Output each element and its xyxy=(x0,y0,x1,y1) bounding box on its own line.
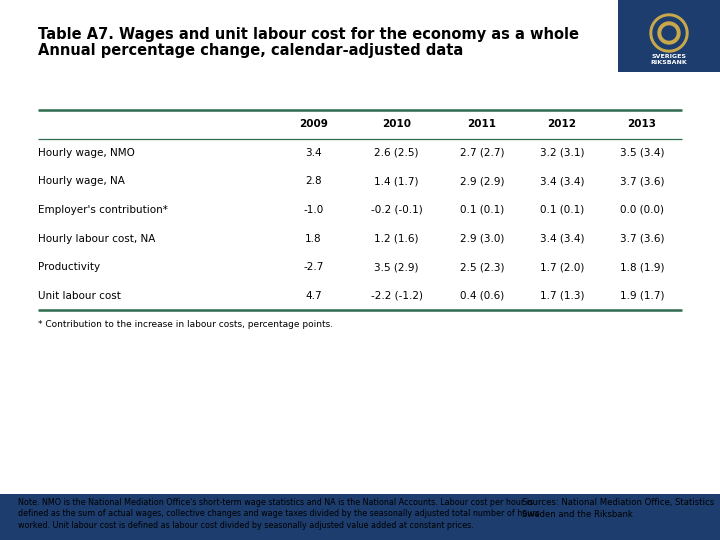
Text: 4.7: 4.7 xyxy=(305,291,322,301)
Text: 2010: 2010 xyxy=(382,119,411,129)
Text: 2013: 2013 xyxy=(627,119,657,129)
Text: Table A7. Wages and unit labour cost for the economy as a whole: Table A7. Wages and unit labour cost for… xyxy=(38,27,579,42)
Text: Employer's contribution*: Employer's contribution* xyxy=(38,205,168,215)
Text: 3.5 (2.9): 3.5 (2.9) xyxy=(374,262,419,272)
Text: 3.2 (3.1): 3.2 (3.1) xyxy=(539,148,584,158)
Text: -0.2 (-0.1): -0.2 (-0.1) xyxy=(371,205,423,215)
Text: 0.1 (0.1): 0.1 (0.1) xyxy=(540,205,584,215)
Text: Note. NMO is the National Mediation Office's short-term wage statistics and NA i: Note. NMO is the National Mediation Offi… xyxy=(18,498,540,530)
Text: 0.4 (0.6): 0.4 (0.6) xyxy=(459,291,504,301)
Text: 3.7 (3.6): 3.7 (3.6) xyxy=(620,177,665,186)
Text: 2.9 (2.9): 2.9 (2.9) xyxy=(459,177,504,186)
Text: SVERIGES: SVERIGES xyxy=(652,55,686,59)
Text: Sources: National Mediation Office, Statistics
Sweden and the Riksbank: Sources: National Mediation Office, Stat… xyxy=(522,498,714,519)
Text: -2.2 (-1.2): -2.2 (-1.2) xyxy=(371,291,423,301)
Text: 3.5 (3.4): 3.5 (3.4) xyxy=(620,148,665,158)
Text: 0.1 (0.1): 0.1 (0.1) xyxy=(459,205,504,215)
Text: 3.4 (3.4): 3.4 (3.4) xyxy=(539,234,584,244)
Polygon shape xyxy=(662,26,676,40)
Text: Productivity: Productivity xyxy=(38,262,100,272)
Text: Annual percentage change, calendar-adjusted data: Annual percentage change, calendar-adjus… xyxy=(38,43,463,58)
Text: Unit labour cost: Unit labour cost xyxy=(38,291,121,301)
Text: 3.7 (3.6): 3.7 (3.6) xyxy=(620,234,665,244)
Polygon shape xyxy=(658,22,680,44)
Text: 2011: 2011 xyxy=(467,119,496,129)
Text: 3.4: 3.4 xyxy=(305,148,322,158)
Text: 2.6 (2.5): 2.6 (2.5) xyxy=(374,148,419,158)
Text: 2.8: 2.8 xyxy=(305,177,322,186)
Text: 2012: 2012 xyxy=(547,119,577,129)
Bar xyxy=(0,494,720,540)
Text: 2.9 (3.0): 2.9 (3.0) xyxy=(459,234,504,244)
Text: 2009: 2009 xyxy=(299,119,328,129)
Bar xyxy=(618,0,720,72)
Text: 1.8 (1.9): 1.8 (1.9) xyxy=(620,262,665,272)
Text: -1.0: -1.0 xyxy=(303,205,323,215)
Text: -2.7: -2.7 xyxy=(303,262,323,272)
Text: 2.5 (2.3): 2.5 (2.3) xyxy=(459,262,504,272)
Text: Hourly labour cost, NA: Hourly labour cost, NA xyxy=(38,234,156,244)
Text: 1.8: 1.8 xyxy=(305,234,322,244)
Text: 1.2 (1.6): 1.2 (1.6) xyxy=(374,234,419,244)
Text: Hourly wage, NA: Hourly wage, NA xyxy=(38,177,125,186)
Text: 1.4 (1.7): 1.4 (1.7) xyxy=(374,177,419,186)
Text: 0.0 (0.0): 0.0 (0.0) xyxy=(620,205,664,215)
Text: 1.7 (2.0): 1.7 (2.0) xyxy=(540,262,584,272)
Text: 3.4 (3.4): 3.4 (3.4) xyxy=(539,177,584,186)
Text: * Contribution to the increase in labour costs, percentage points.: * Contribution to the increase in labour… xyxy=(38,320,333,329)
Text: RIKSBANK: RIKSBANK xyxy=(651,60,688,65)
Text: 1.7 (1.3): 1.7 (1.3) xyxy=(539,291,584,301)
Polygon shape xyxy=(650,14,688,52)
Text: 2.7 (2.7): 2.7 (2.7) xyxy=(459,148,504,158)
Text: 1.9 (1.7): 1.9 (1.7) xyxy=(620,291,665,301)
Text: Hourly wage, NMO: Hourly wage, NMO xyxy=(38,148,135,158)
Polygon shape xyxy=(653,17,685,49)
